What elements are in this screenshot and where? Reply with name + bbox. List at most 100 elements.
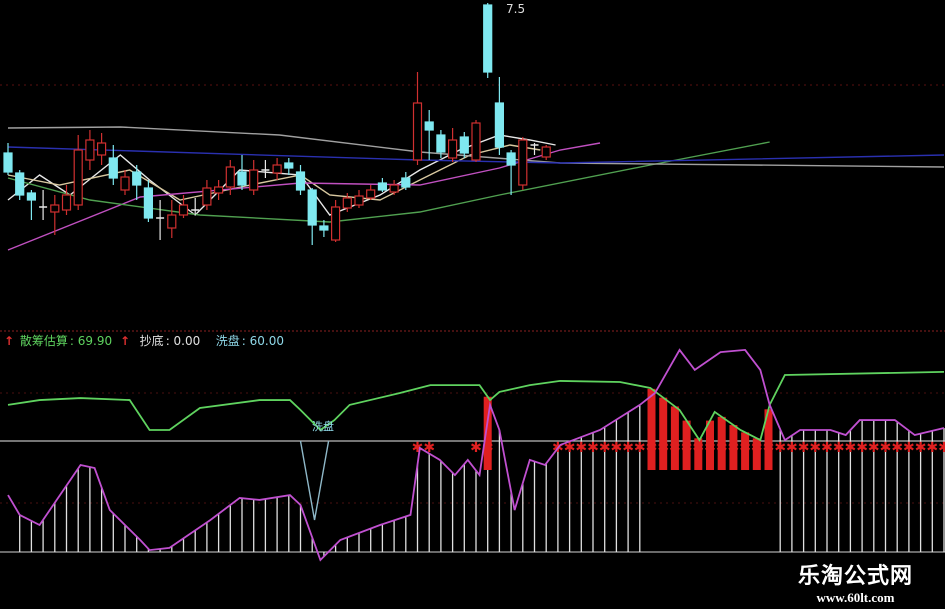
candle-body <box>342 197 352 209</box>
signal-star-icon: ✱ <box>681 440 693 456</box>
signal-star-icon: ✱ <box>845 440 857 456</box>
signal-bar <box>741 432 750 470</box>
legend-washout: 洗盘: 60.00 <box>215 334 284 348</box>
candle-body <box>3 152 13 173</box>
legend-chip-estimate: 散筹估算: 69.90 <box>19 334 113 348</box>
max-price-label: 7.5 <box>506 2 526 16</box>
signal-star-icon: ✱ <box>482 440 494 456</box>
signal-star-icon: ✱ <box>915 440 927 456</box>
candle-body <box>459 136 469 154</box>
signal-star-icon: ✱ <box>798 440 810 456</box>
candle-body <box>50 204 60 213</box>
signal-star-icon: ✱ <box>575 440 587 456</box>
signal-star-icon: ✱ <box>704 440 716 456</box>
candle-body <box>506 152 516 166</box>
candle-body <box>272 164 282 174</box>
signal-star-icon: ✱ <box>587 440 599 456</box>
signal-star-icon: ✱ <box>891 440 903 456</box>
signal-star-icon: ✱ <box>926 440 938 456</box>
signal-star-icon: ✱ <box>774 440 786 456</box>
candle-body <box>108 157 118 179</box>
signal-star-icon: ✱ <box>868 440 880 456</box>
signal-star-icon: ✱ <box>821 440 833 456</box>
legend-value: 69.90 <box>77 334 113 348</box>
signal-star-icon: ✱ <box>938 440 945 456</box>
candle-body <box>471 122 481 161</box>
signal-bar <box>647 388 656 470</box>
candle-body <box>401 177 411 188</box>
candle-body <box>237 171 247 186</box>
signal-star-icon: ✱ <box>692 440 704 456</box>
indicator-panel: ✱ ✱ ✱ ✱ ✱ ✱ ✱ ✱ ✱ ✱ ✱ ✱ ✱ ✱ ✱ ✱ ✱ ✱ ✱ ✱ ✱ ✱ ✱ ✱ ✱ ✱ ✱ ✱ ✱ ✱ ✱ ✱ ✱ ✱ ✱ ✱ ✱ ✱ <box>7 348 945 562</box>
signal-star-icon: ✱ <box>751 440 763 456</box>
signal-star-icon: ✱ <box>622 440 634 456</box>
signal-bar <box>483 396 492 470</box>
candle-body <box>167 214 177 229</box>
candle-body <box>389 184 399 193</box>
candle-body <box>448 139 458 159</box>
candle-body <box>483 4 493 73</box>
signal-bar <box>752 438 761 470</box>
candle-body <box>214 186 224 194</box>
candle-body <box>307 189 317 226</box>
candle-body <box>284 162 294 169</box>
legend-label: 抄底 <box>139 334 164 348</box>
candle-body <box>424 121 434 131</box>
signal-star-icon: ✱ <box>646 440 658 456</box>
candle-body <box>85 139 95 161</box>
candle-body <box>202 187 212 206</box>
candle-body <box>541 146 551 158</box>
signal-star-icon: ✱ <box>599 440 611 456</box>
candle-body <box>96 142 107 156</box>
indicator-legend: ↑ 散筹估算: 69.90 ↑ 抄底: 0.00 洗盘: 60.00 <box>4 332 288 349</box>
moving-average-line <box>7 146 945 164</box>
grid-lines <box>0 84 945 553</box>
candle-body <box>354 195 364 206</box>
signal-star-icon: ✱ <box>564 440 576 456</box>
candle-body <box>61 194 72 211</box>
candle-body <box>436 134 446 153</box>
legend-bottom-fishing: 抄底: 0.00 <box>139 334 201 348</box>
signal-bar <box>682 420 691 470</box>
watermark-url: www.60lt.com <box>816 590 895 605</box>
price-panel <box>3 3 945 251</box>
bottom-fishing-line <box>7 348 945 562</box>
candle-body <box>494 102 504 148</box>
signal-star-icon: ✱ <box>903 440 915 456</box>
up-arrow-icon: ↑ <box>4 334 15 348</box>
candle-body <box>15 172 25 196</box>
candle-body <box>331 206 341 241</box>
chip-estimate-line <box>7 371 945 442</box>
candle-body <box>366 189 376 199</box>
legend-value: 60.00 <box>249 334 284 348</box>
washout-annotation: 洗盘 <box>312 420 334 433</box>
candle-body <box>132 171 142 186</box>
signal-star-icon: ✱ <box>412 440 424 456</box>
candle-body <box>120 176 130 191</box>
legend-value: 0.00 <box>173 334 201 348</box>
signal-star-icon: ✱ <box>611 440 623 456</box>
signal-star-icon: ✱ <box>634 440 646 456</box>
signal-star-icon: ✱ <box>856 440 868 456</box>
signal-star-icon: ✱ <box>739 440 751 456</box>
candle-body <box>143 187 153 219</box>
candle-body <box>73 149 83 206</box>
candle-body <box>26 192 36 201</box>
signal-star-icon: ✱ <box>728 440 740 456</box>
candle-body <box>295 171 306 191</box>
moving-average-line <box>7 141 770 223</box>
signal-star-icon: ✱ <box>880 440 892 456</box>
watermark: 乐淘公式网 www.60lt.com <box>766 556 945 609</box>
moving-average-line <box>7 126 945 168</box>
watermark-title: 乐淘公式网 <box>797 564 913 589</box>
signal-star-icon: ✱ <box>786 440 798 456</box>
signal-bar <box>764 409 773 470</box>
candle-body <box>249 169 259 191</box>
signal-bar <box>694 438 703 470</box>
legend-label: 散筹估算 <box>19 334 68 348</box>
signal-bar <box>717 416 726 470</box>
candle-body <box>178 204 189 216</box>
signal-bar <box>706 420 714 470</box>
signal-star-icon: ✱ <box>470 440 482 456</box>
